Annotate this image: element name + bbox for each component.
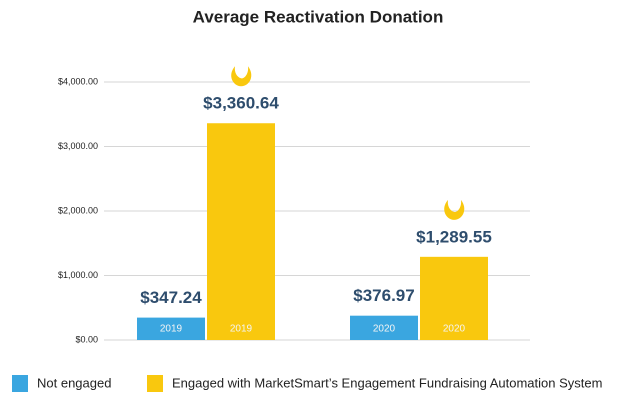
value-label: $1,289.55 <box>416 227 492 246</box>
y-tick-label: $1,000.00 <box>58 270 98 280</box>
legend-label: Not engaged <box>37 375 111 390</box>
flame-icon <box>231 66 252 87</box>
y-tick-label: $3,000.00 <box>58 141 98 151</box>
y-tick-label: $4,000.00 <box>58 76 98 86</box>
value-label: $376.97 <box>353 286 414 305</box>
y-tick-label: $0.00 <box>75 334 98 344</box>
y-tick-label: $2,000.00 <box>58 205 98 215</box>
value-label: $347.24 <box>140 288 202 307</box>
bar-category-label: 2019 <box>160 324 183 335</box>
bar-category-label: 2020 <box>443 324 466 335</box>
flame-icon <box>444 199 465 220</box>
bar <box>137 317 205 340</box>
value-label: $3,360.64 <box>203 94 279 113</box>
bar-category-label: 2019 <box>230 324 253 335</box>
bar <box>420 256 488 340</box>
bar <box>207 123 275 340</box>
legend-swatch <box>12 375 28 392</box>
legend-swatch <box>147 375 163 392</box>
legend-label: Engaged with MarketSmart’s Engagement Fu… <box>172 375 602 390</box>
chart-title: Average Reactivation Donation <box>193 7 444 26</box>
bar-category-label: 2020 <box>373 324 396 335</box>
bar <box>350 315 418 340</box>
